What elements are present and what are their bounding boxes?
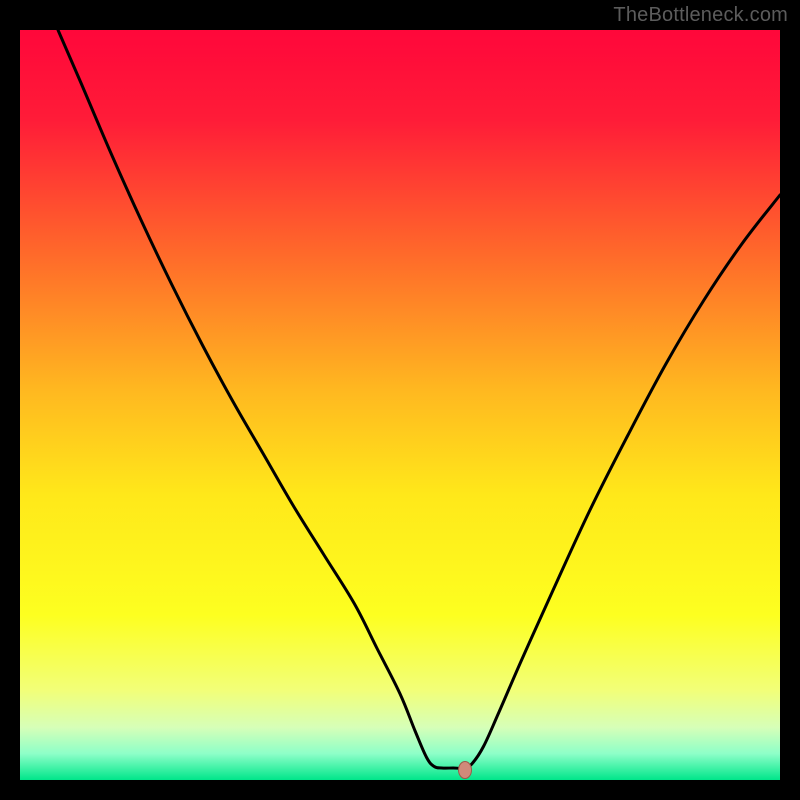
plot-svg [20,30,780,780]
plot-background [20,30,780,780]
plot-area [20,30,780,780]
chart-canvas: TheBottleneck.com [0,0,800,800]
watermark-text: TheBottleneck.com [613,4,788,27]
optimal-point-marker [458,761,472,779]
